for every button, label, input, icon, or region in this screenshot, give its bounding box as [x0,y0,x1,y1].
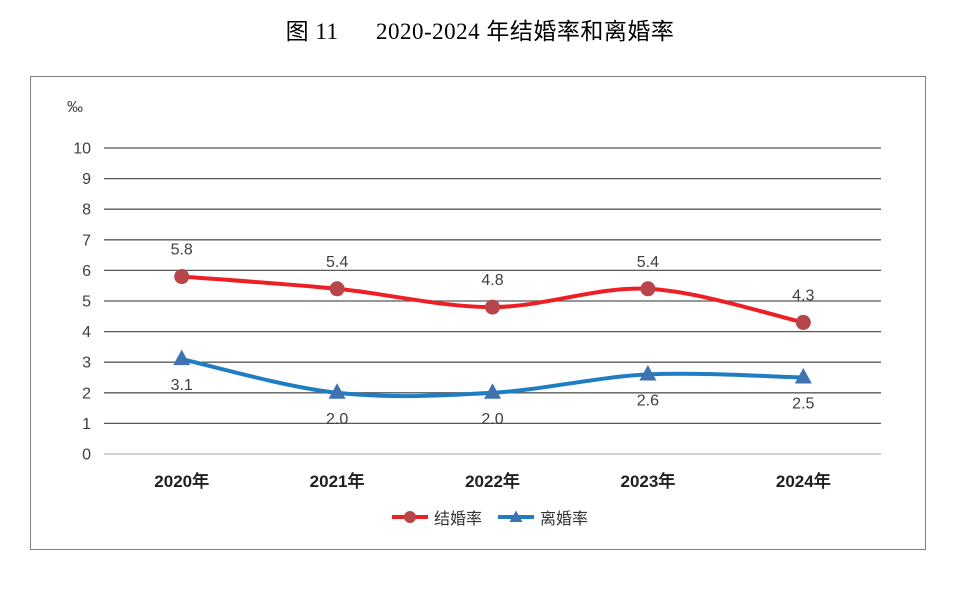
chart-title: 图 11 2020-2024 年结婚率和离婚率 [285,19,675,44]
x-category-label: 2023年 [620,471,675,491]
data-label: 5.4 [637,254,659,271]
data-label: 4.8 [481,272,503,289]
y-tick-label: 10 [73,141,91,158]
data-point-marker [174,269,190,285]
y-axis-unit-label: ‰ [67,99,83,116]
y-tick-label: 8 [82,202,91,219]
legend-label: 离婚率 [540,511,589,528]
y-tick-label: 3 [82,355,91,372]
y-tick-label: 5 [82,294,91,311]
x-category-label: 2020年 [154,471,209,491]
data-point-marker [328,383,346,399]
x-category-label: 2024年 [776,471,831,491]
legend-item: 离婚率 [498,505,588,529]
y-tick-label: 9 [82,171,91,188]
y-tick-label: 0 [82,447,91,464]
data-point-marker [329,281,345,297]
line-chart-plot: 0 1 2 3 4 5 6 7 8 9 10 2020年 2021年 2022年 2023年 2024年 5.8… [73,141,881,491]
data-point-marker [639,364,657,381]
x-category-label: 2021年 [310,471,365,491]
data-point-marker [640,281,656,297]
y-tick-label: 7 [82,232,91,249]
data-label: 2.6 [637,392,659,409]
data-label: 2.0 [481,411,503,428]
data-label: 3.1 [171,377,193,394]
y-tick-label: 6 [82,263,91,280]
data-point-marker [794,368,812,384]
data-label: 5.8 [171,242,193,259]
legend-marker-circle-icon [391,511,428,523]
chart-area: ‰ 0 1 2 3 4 5 6 7 8 9 10 2020年 2021年 2022年 2023年 2024年 5… [30,76,926,550]
data-point-marker [795,314,811,330]
legend-marker-triangle-icon [498,510,534,522]
legend-label: 结婚率 [433,511,482,528]
data-point-marker [173,349,191,366]
chart-legend: 结婚率 离婚率 [391,505,588,529]
data-label: 4.3 [792,287,814,304]
data-label: 2.0 [326,411,348,428]
y-tick-label: 2 [82,385,91,402]
data-label: 5.4 [326,254,348,271]
legend-item: 结婚率 [391,505,482,529]
data-point-marker [484,383,501,399]
data-label: 2.5 [792,396,814,413]
data-point-marker [485,299,500,315]
y-tick-label: 4 [82,324,91,341]
y-tick-label: 1 [82,416,91,433]
x-category-label: 2022年 [465,471,520,491]
